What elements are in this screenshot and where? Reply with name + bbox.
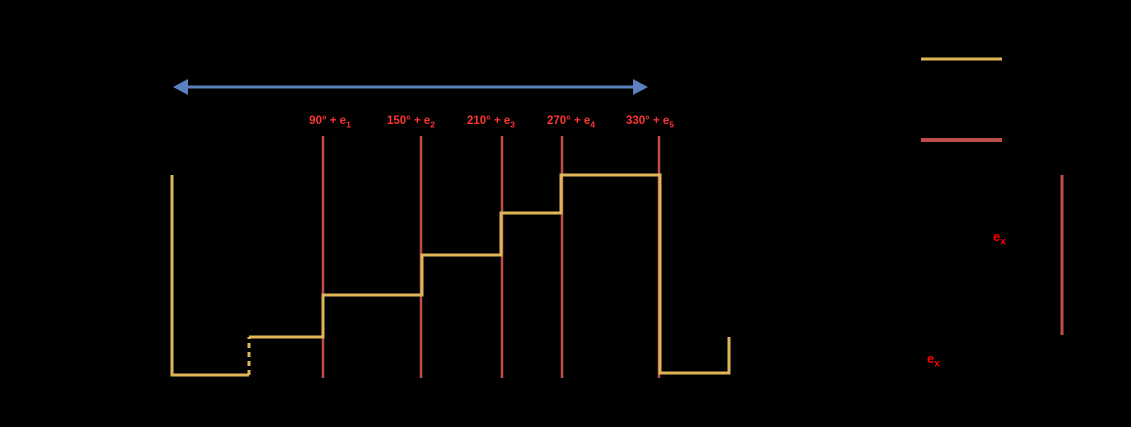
ex-annotation-lower: ex — [927, 352, 940, 372]
angle-label-sub: 5 — [669, 119, 675, 130]
angle-label-sub: 1 — [346, 119, 351, 130]
angle-label-sub: 3 — [510, 119, 516, 130]
angle-label-text: 210° + e — [466, 115, 511, 127]
arrow-left-head-icon — [173, 79, 188, 95]
ex-base: e — [927, 351, 935, 366]
ex-sub: x — [934, 358, 940, 370]
angle-label-5: 330° + e5 — [626, 114, 674, 131]
staircase-waveform-main — [249, 173, 731, 375]
angle-label-2: 150° + e2 — [387, 114, 435, 131]
angle-label-text: 150° + e — [386, 115, 431, 127]
ex-annotation-upper: ex — [993, 230, 1006, 250]
angle-label-4: 270° + e4 — [547, 114, 595, 131]
angle-label-text: 90° + e — [309, 115, 347, 127]
angle-label-text: 270° + e — [546, 115, 591, 127]
ex-base: e — [993, 229, 1001, 244]
angle-label-sub: 2 — [430, 119, 436, 130]
angle-label-1: 90° + e1 — [309, 114, 351, 131]
ex-sub: x — [1000, 236, 1006, 248]
arrow-right-head-icon — [633, 79, 648, 95]
angle-label-3: 210° + e3 — [467, 114, 515, 131]
staircase-waveform-left — [170, 175, 249, 377]
angle-label-sub: 4 — [590, 119, 596, 130]
angle-label-text: 330° + e — [625, 115, 670, 127]
